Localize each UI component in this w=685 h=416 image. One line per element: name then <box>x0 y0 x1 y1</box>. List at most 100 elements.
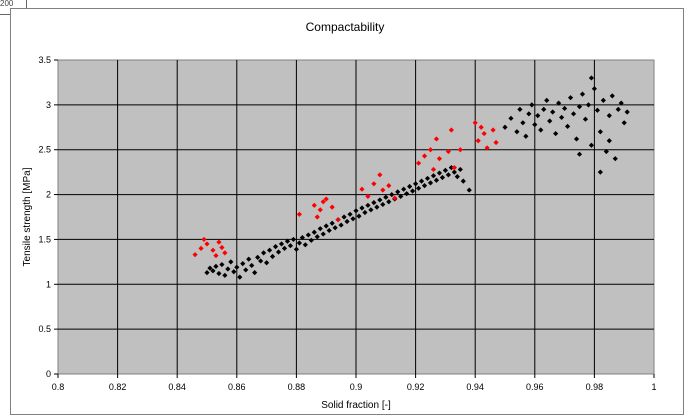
corner-axis-tick-label: 200 <box>0 0 14 8</box>
data-point <box>359 205 365 211</box>
data-point <box>591 86 597 92</box>
data-point <box>225 266 231 272</box>
data-point <box>567 95 574 101</box>
data-point <box>284 238 291 244</box>
data-point <box>484 145 490 151</box>
data-point <box>597 169 603 175</box>
data-point <box>442 167 448 173</box>
data-point <box>347 211 353 217</box>
data-point <box>478 124 484 130</box>
data-point <box>398 193 404 199</box>
data-point <box>249 262 255 269</box>
data-point <box>246 256 252 262</box>
data-point <box>335 217 341 223</box>
data-point <box>550 109 556 115</box>
data-point <box>401 186 407 192</box>
data-point <box>386 199 392 205</box>
data-point <box>460 178 466 184</box>
data-point <box>517 106 523 112</box>
data-point <box>234 264 240 270</box>
data-point <box>389 191 395 198</box>
corner-tick-mark <box>0 14 10 15</box>
data-point <box>210 268 216 274</box>
x-tick-label: 0.82 <box>109 382 127 392</box>
x-tick-label: 0.98 <box>586 382 604 392</box>
data-point <box>272 244 279 250</box>
data-point <box>445 172 451 178</box>
data-point <box>371 181 377 187</box>
y-tick-label: 2.5 <box>38 145 51 155</box>
data-point <box>600 97 606 103</box>
data-point <box>433 136 440 142</box>
data-point <box>448 127 454 133</box>
y-tick-label: 0.5 <box>38 324 51 334</box>
data-point <box>377 172 383 178</box>
y-tick-label: 0 <box>46 369 51 379</box>
y-axis-ticks: 0 0.5 1 1.5 2 2.5 3 3.5 <box>38 55 58 379</box>
data-point <box>380 187 386 193</box>
data-point <box>457 147 463 153</box>
data-point <box>320 199 326 205</box>
data-point <box>451 165 457 171</box>
data-point <box>392 195 398 201</box>
x-tick-label: 0.94 <box>466 382 484 392</box>
data-point <box>421 183 428 189</box>
data-point <box>553 130 559 137</box>
data-point <box>424 175 431 182</box>
data-point <box>344 218 350 225</box>
data-point <box>603 148 609 155</box>
data-point <box>386 183 392 189</box>
data-point <box>365 202 371 208</box>
x-tick-label: 1 <box>651 382 656 392</box>
data-point <box>269 253 276 260</box>
data-point <box>353 208 359 214</box>
data-point <box>264 260 270 266</box>
y-tick-label: 1 <box>46 279 51 289</box>
data-point <box>320 231 326 237</box>
data-point <box>407 183 413 190</box>
data-point <box>216 270 222 277</box>
data-point <box>556 100 562 106</box>
data-point <box>368 207 374 213</box>
data-point <box>597 129 603 135</box>
data-point <box>541 106 547 112</box>
data-point <box>255 254 261 260</box>
data-point <box>618 100 624 106</box>
data-point <box>526 111 532 117</box>
data-point <box>436 156 443 162</box>
data-point <box>439 174 446 181</box>
data-point <box>329 204 335 210</box>
data-point <box>514 129 520 135</box>
data-point <box>314 214 320 220</box>
data-point <box>204 241 210 247</box>
y-tick-label: 1.5 <box>38 234 51 244</box>
y-axis-label: Tensile strength [MPa] <box>22 167 33 266</box>
data-point <box>341 214 347 220</box>
data-point <box>204 270 210 276</box>
data-point <box>207 265 213 271</box>
data-point <box>588 142 595 148</box>
y-tick-label: 3.5 <box>38 55 51 65</box>
data-point <box>362 209 368 216</box>
data-point <box>219 244 225 251</box>
data-point <box>457 166 463 173</box>
data-point <box>415 185 422 191</box>
data-point <box>365 193 371 199</box>
data-point <box>308 237 314 243</box>
data-point <box>502 124 508 130</box>
data-point <box>311 202 317 208</box>
data-point <box>427 180 434 186</box>
data-point <box>314 234 320 240</box>
data-point <box>356 213 362 219</box>
data-point <box>576 151 583 157</box>
data-point <box>329 220 335 226</box>
data-point <box>448 165 454 171</box>
data-point <box>240 261 246 267</box>
x-tick-label: 0.86 <box>228 382 246 392</box>
data-point <box>433 177 440 183</box>
data-point <box>430 166 437 173</box>
data-point <box>466 187 472 193</box>
data-point <box>296 240 302 246</box>
data-point <box>222 272 228 278</box>
data-point <box>323 196 329 202</box>
